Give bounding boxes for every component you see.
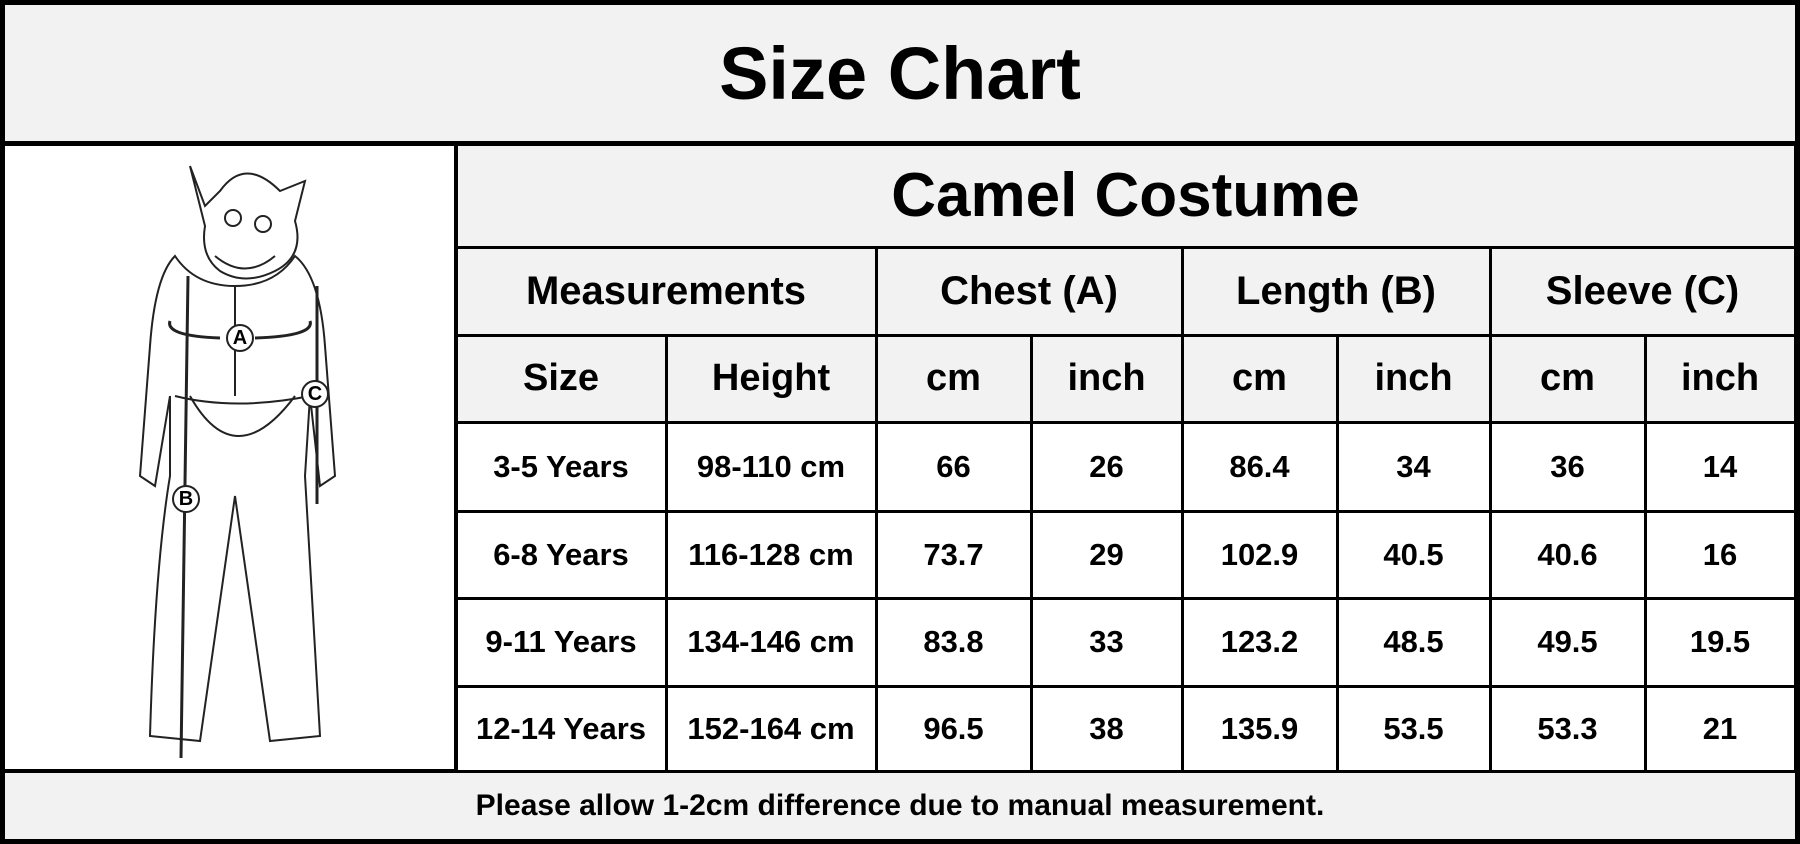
- eye: [224, 209, 242, 227]
- column-header: inch: [1646, 336, 1794, 421]
- table-cell: 134-146 cm: [667, 599, 875, 685]
- table-cell: 66: [877, 423, 1030, 510]
- group-header: Sleeve (C): [1491, 248, 1794, 334]
- table-cell: 102.9: [1183, 512, 1336, 597]
- label-circle: [172, 485, 200, 513]
- table-cell: 123.2: [1183, 599, 1336, 685]
- body-outline: [138, 254, 337, 743]
- label-b: B: [179, 488, 193, 510]
- label-a: A: [233, 327, 247, 349]
- arrow-a: [168, 320, 312, 340]
- table-title: Camel Costume: [457, 146, 1794, 246]
- costume-illustration: A B C: [138, 165, 337, 759]
- group-header: Length (B): [1183, 248, 1489, 334]
- table-cell: 19.5: [1646, 599, 1794, 685]
- belly: [189, 395, 296, 437]
- table-cell: 40.5: [1338, 512, 1489, 597]
- table-cell: 73.7: [877, 512, 1030, 597]
- table-cell: 21: [1646, 687, 1794, 770]
- table-cell: 3-5 Years: [457, 423, 665, 510]
- table-cell: 16: [1646, 512, 1794, 597]
- label-circle: [301, 380, 329, 408]
- table-cell: 98-110 cm: [667, 423, 875, 510]
- table-cell: 152-164 cm: [667, 687, 875, 770]
- mouth: [214, 255, 276, 270]
- figure-panel: A B C: [5, 146, 454, 769]
- hood: [189, 165, 307, 280]
- group-header: Measurements: [457, 248, 875, 334]
- table-cell: 34: [1338, 423, 1489, 510]
- eye: [254, 215, 272, 233]
- label-c: C: [308, 383, 322, 405]
- table-cell: 116-128 cm: [667, 512, 875, 597]
- table-cell: 48.5: [1338, 599, 1489, 685]
- table-cell: 36: [1491, 423, 1644, 510]
- column-header: Size: [457, 336, 665, 421]
- table-cell: 96.5: [877, 687, 1030, 770]
- table-cell: 135.9: [1183, 687, 1336, 770]
- column-header: inch: [1032, 336, 1181, 421]
- arrow-b: [179, 275, 190, 759]
- table-cell: 53.3: [1491, 687, 1644, 770]
- table-cell: 86.4: [1183, 423, 1336, 510]
- table-cell: 14: [1646, 423, 1794, 510]
- table-cell: 6-8 Years: [457, 512, 665, 597]
- group-header: Chest (A): [877, 248, 1181, 334]
- table-cell: 12-14 Years: [457, 687, 665, 770]
- table-cell: 29: [1032, 512, 1181, 597]
- column-header: Height: [667, 336, 875, 421]
- table-cell: 53.5: [1338, 687, 1489, 770]
- table-cell: 38: [1032, 687, 1181, 770]
- footer-note: Please allow 1-2cm difference due to man…: [5, 773, 1795, 839]
- page-title: Size Chart: [5, 5, 1795, 141]
- column-header: inch: [1338, 336, 1489, 421]
- column-header: cm: [1183, 336, 1336, 421]
- table-cell: 49.5: [1491, 599, 1644, 685]
- column-header: cm: [877, 336, 1030, 421]
- table-cell: 40.6: [1491, 512, 1644, 597]
- table-cell: 83.8: [877, 599, 1030, 685]
- column-header: cm: [1491, 336, 1644, 421]
- label-circle: [226, 324, 254, 352]
- table-cell: 26: [1032, 423, 1181, 510]
- table-cell: 33: [1032, 599, 1181, 685]
- table-cell: 9-11 Years: [457, 599, 665, 685]
